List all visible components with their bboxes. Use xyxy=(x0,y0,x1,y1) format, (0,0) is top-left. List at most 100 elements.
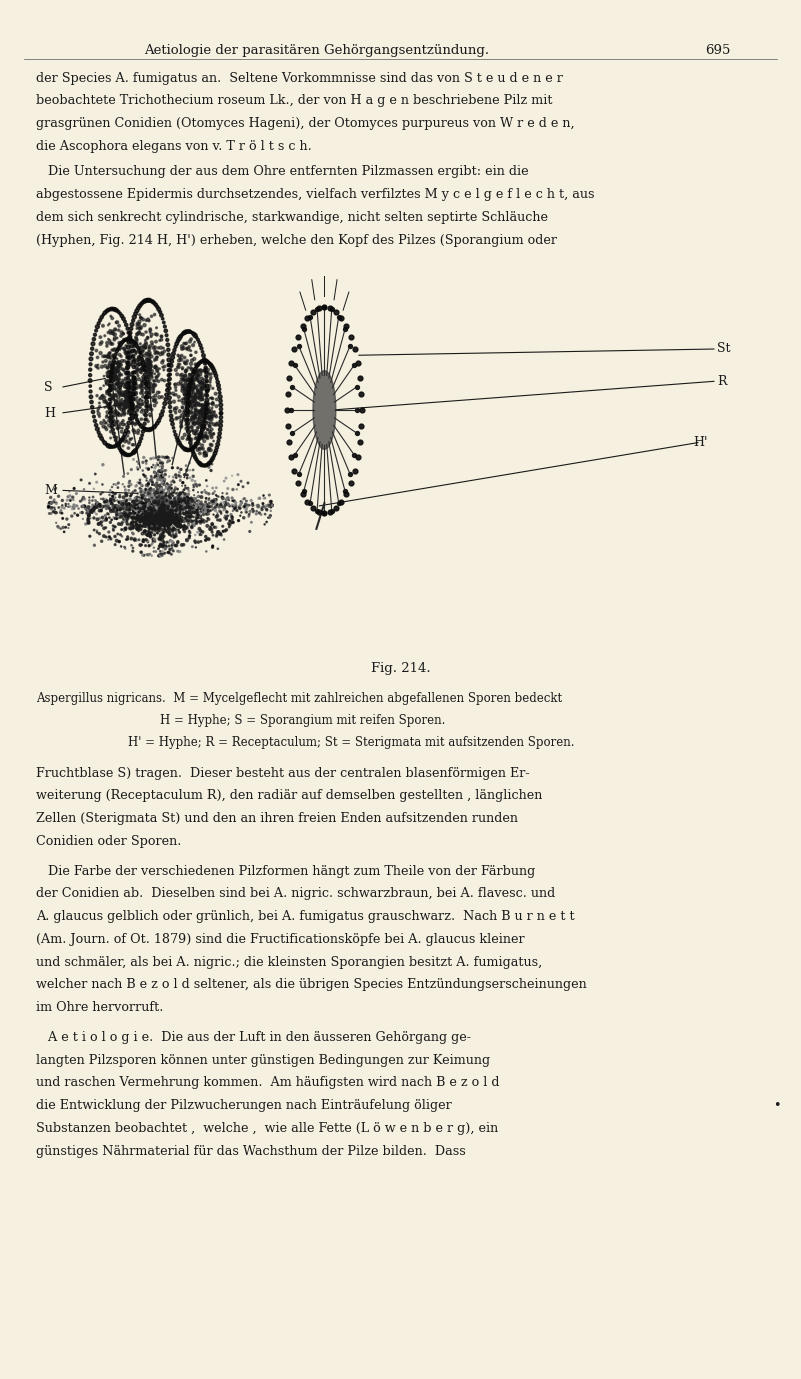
Point xyxy=(182,376,195,399)
Point xyxy=(123,396,136,418)
Point xyxy=(202,503,215,525)
Point xyxy=(150,510,163,532)
Point xyxy=(170,359,183,381)
Point xyxy=(135,341,147,363)
Point xyxy=(155,510,167,532)
Point xyxy=(145,363,158,385)
Point xyxy=(181,381,194,403)
Point xyxy=(153,509,166,531)
Point xyxy=(101,401,114,423)
Point xyxy=(143,509,156,531)
Point xyxy=(200,503,213,525)
Point xyxy=(167,470,179,492)
Point xyxy=(157,509,170,531)
Point xyxy=(193,401,206,423)
Point xyxy=(182,383,195,405)
Point xyxy=(107,404,120,426)
Point xyxy=(123,386,136,408)
Point xyxy=(193,427,206,450)
Point xyxy=(111,372,123,394)
Point xyxy=(127,512,140,534)
Point xyxy=(107,419,119,441)
Point xyxy=(143,361,156,383)
Point xyxy=(131,517,144,539)
Point xyxy=(164,513,177,535)
Point xyxy=(123,400,136,422)
Point xyxy=(155,510,168,532)
Point xyxy=(215,495,227,517)
Point xyxy=(179,364,191,386)
Point xyxy=(142,360,155,382)
Point xyxy=(175,415,187,437)
Point xyxy=(130,327,143,349)
Point xyxy=(124,328,137,350)
Point xyxy=(167,499,179,521)
Point xyxy=(85,496,98,519)
Point xyxy=(142,513,155,535)
Text: (Am. Journ. of Ot. 1879) sind die Fructificationsköpfe bei A. glaucus kleiner: (Am. Journ. of Ot. 1879) sind die Fructi… xyxy=(36,934,525,946)
Point xyxy=(121,390,134,412)
Point xyxy=(106,367,119,389)
Point xyxy=(121,528,134,550)
Point xyxy=(266,495,279,517)
Point xyxy=(200,501,213,523)
Point xyxy=(85,386,98,408)
Point xyxy=(206,492,219,514)
Point xyxy=(103,494,115,516)
Point xyxy=(148,488,161,510)
Point xyxy=(159,316,171,338)
Point xyxy=(195,524,208,546)
Point xyxy=(150,331,163,353)
Point xyxy=(86,499,99,521)
Point xyxy=(215,394,227,416)
Point xyxy=(201,495,214,517)
Point xyxy=(239,498,252,520)
Point xyxy=(170,494,183,516)
Point xyxy=(119,376,131,399)
Point xyxy=(139,507,151,530)
Point xyxy=(119,397,131,419)
Point xyxy=(134,393,147,415)
Point xyxy=(91,520,103,542)
Point xyxy=(199,426,212,448)
Point xyxy=(172,372,185,394)
Point xyxy=(168,479,181,501)
Point xyxy=(146,510,159,532)
Point xyxy=(198,411,211,433)
Point xyxy=(146,498,159,520)
Point xyxy=(155,465,168,487)
Point xyxy=(202,412,215,434)
Point xyxy=(183,375,196,397)
Point xyxy=(142,510,155,532)
Point xyxy=(84,359,97,381)
Point xyxy=(145,512,158,534)
Point xyxy=(172,513,185,535)
Point xyxy=(155,499,167,521)
Point xyxy=(143,519,156,541)
Point xyxy=(173,501,186,523)
Point xyxy=(157,490,170,512)
Point xyxy=(118,520,131,542)
Point xyxy=(171,513,183,535)
Point xyxy=(199,403,211,425)
Point xyxy=(163,386,176,408)
Point xyxy=(159,499,172,521)
Point xyxy=(159,389,172,411)
Point xyxy=(161,507,174,530)
Point xyxy=(153,496,166,519)
Point xyxy=(215,403,227,425)
Point xyxy=(190,448,203,470)
Point xyxy=(173,507,186,530)
Point xyxy=(74,490,87,512)
Point xyxy=(154,507,167,530)
Point xyxy=(123,432,135,454)
Point xyxy=(171,490,183,512)
Point xyxy=(126,379,139,401)
Point xyxy=(130,495,143,517)
Point xyxy=(123,514,135,536)
Point xyxy=(183,439,195,461)
Point xyxy=(217,520,230,542)
Point xyxy=(142,479,155,501)
Point xyxy=(155,461,168,483)
Text: welcher nach B e z o l d seltener, als die übrigen Species Entzündungserscheinun: welcher nach B e z o l d seltener, als d… xyxy=(36,979,587,992)
